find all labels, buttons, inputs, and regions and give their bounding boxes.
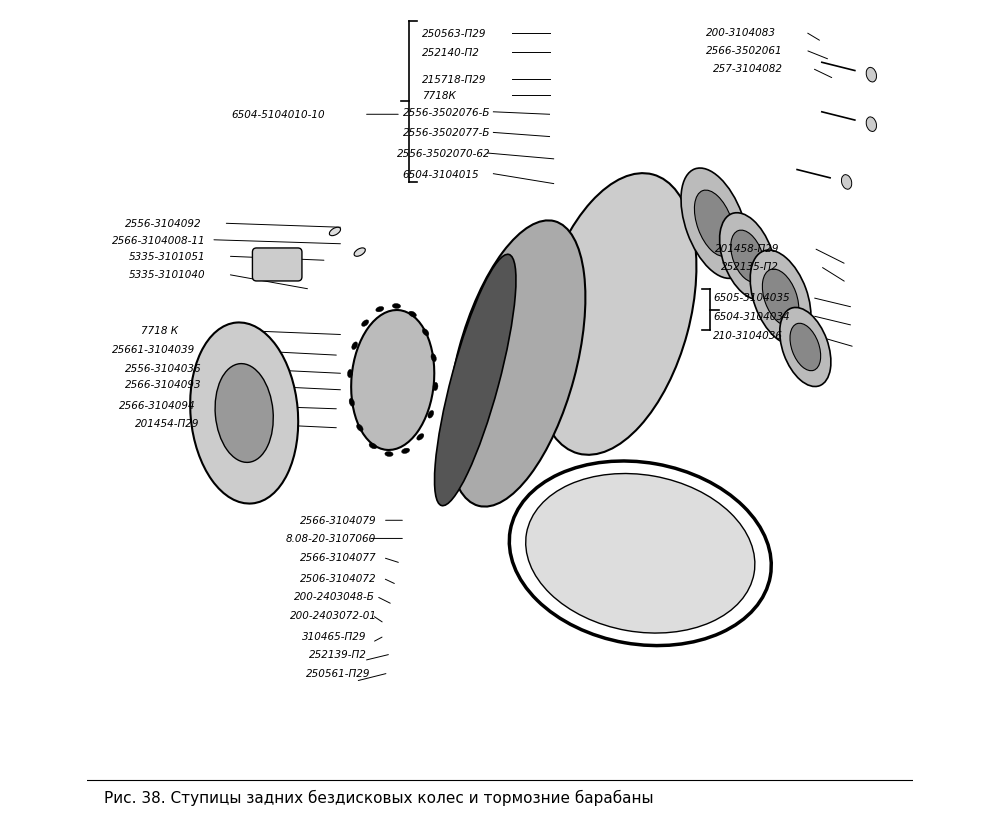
Text: 2556-3502070-62: 2556-3502070-62 [397,149,490,159]
Text: 2566-3104077: 2566-3104077 [300,552,377,562]
Text: 8.08-20-3107060: 8.08-20-3107060 [285,533,376,544]
Text: 7718 К: 7718 К [141,326,178,336]
Ellipse shape [681,169,748,279]
Ellipse shape [731,231,764,283]
Text: 2566-3104094: 2566-3104094 [119,400,195,410]
Text: 257-3104082: 257-3104082 [713,64,783,74]
Ellipse shape [866,69,877,83]
Ellipse shape [385,452,393,457]
Text: 5335-3101051: 5335-3101051 [129,252,205,262]
Ellipse shape [376,307,384,313]
Text: 200-2403048-Б: 200-2403048-Б [294,591,375,601]
Ellipse shape [841,175,852,190]
Ellipse shape [433,383,438,391]
Text: 215718-П29: 215718-П29 [422,74,486,84]
Ellipse shape [526,474,755,633]
Ellipse shape [352,342,358,350]
Ellipse shape [354,249,365,257]
Text: 2566-3104093: 2566-3104093 [125,380,201,390]
Ellipse shape [190,323,298,504]
Ellipse shape [351,311,434,451]
Ellipse shape [357,425,363,432]
Ellipse shape [448,221,585,507]
Text: 5335-3101040: 5335-3101040 [129,270,205,280]
Text: 2556-3502076-Б: 2556-3502076-Б [403,108,490,117]
FancyBboxPatch shape [252,249,302,282]
Ellipse shape [362,320,369,327]
Text: 2566-3104008-11: 2566-3104008-11 [112,236,206,246]
Text: 252135-П2: 252135-П2 [721,262,779,272]
Ellipse shape [431,354,436,362]
Ellipse shape [392,304,401,309]
Ellipse shape [417,434,424,441]
Ellipse shape [762,270,799,327]
Text: 6504-3104034: 6504-3104034 [713,311,790,321]
Ellipse shape [215,364,273,463]
Ellipse shape [750,251,811,346]
Ellipse shape [866,117,877,132]
Text: 2556-3502077-Б: 2556-3502077-Б [403,128,490,138]
Text: 2566-3104079: 2566-3104079 [300,516,377,526]
Text: 201458-П29: 201458-П29 [715,244,779,254]
Text: 2556-3104036: 2556-3104036 [125,363,201,373]
Ellipse shape [422,329,429,337]
Text: 252140-П2: 252140-П2 [422,47,479,58]
Ellipse shape [409,312,416,318]
Text: 6504-5104010-10: 6504-5104010-10 [232,110,325,120]
Ellipse shape [402,448,410,454]
Text: 2566-3502061: 2566-3502061 [706,45,783,56]
Text: 2506-3104072: 2506-3104072 [300,573,377,583]
Ellipse shape [347,370,352,378]
Text: 2556-3104092: 2556-3104092 [125,219,201,229]
Text: 250561-П29: 250561-П29 [306,668,371,678]
Text: 7718К: 7718К [422,91,455,101]
Ellipse shape [349,399,354,407]
Text: 200-2403072-01: 200-2403072-01 [290,610,377,620]
Ellipse shape [428,411,434,418]
Ellipse shape [435,255,516,506]
Text: 250563-П29: 250563-П29 [422,30,486,40]
Text: 25661-3104039: 25661-3104039 [112,344,195,354]
Ellipse shape [329,228,341,237]
Text: 201454-П29: 201454-П29 [135,418,200,428]
Text: 6504-3104015: 6504-3104015 [403,170,479,179]
Ellipse shape [720,213,776,300]
Text: 210-3104036: 210-3104036 [713,330,783,340]
Text: Рис. 38. Ступицы задних бездисковых колес и тормозние барабаны: Рис. 38. Ступицы задних бездисковых коле… [104,789,653,805]
Text: 200-3104083: 200-3104083 [706,28,776,38]
Ellipse shape [369,443,377,449]
Ellipse shape [780,308,831,387]
Ellipse shape [694,191,735,257]
Text: 6505-3104035: 6505-3104035 [713,293,790,304]
Text: 310465-П29: 310465-П29 [302,631,366,641]
Ellipse shape [790,324,821,371]
Text: 252139-П2: 252139-П2 [309,649,366,659]
Ellipse shape [535,174,696,455]
